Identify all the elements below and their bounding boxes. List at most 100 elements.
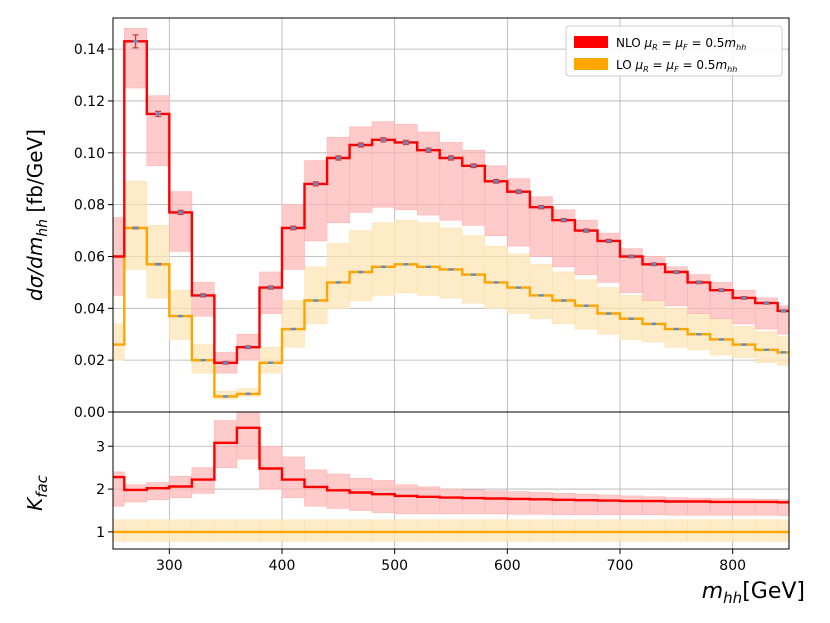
top-band-lo-12 — [371, 222, 395, 296]
top-band-lo-16 — [461, 235, 486, 304]
point-marker-nlo-25 — [673, 270, 679, 274]
top-band-nlo-14 — [416, 131, 441, 216]
bot-band-nlo-16 — [461, 489, 486, 515]
point-marker-lo-20 — [561, 299, 567, 302]
top-band-lo-7 — [259, 346, 283, 374]
top-band-lo-9 — [304, 266, 328, 325]
point-marker-nlo-19 — [538, 206, 544, 209]
legend-label-nlo: NLO μR = μF = 0.5mhh — [616, 36, 746, 52]
top-band-nlo-11 — [349, 126, 373, 213]
point-marker-lo-21 — [583, 304, 589, 307]
y-tick-label-2: 0.04 — [74, 301, 105, 317]
point-marker-nlo-22 — [606, 239, 612, 243]
top-y-label: dσ/dmhh [fb/GeV] — [23, 129, 51, 301]
bot-band-nlo-2 — [146, 482, 170, 501]
top-y-ticks: 0.00 0.02 0.04 0.06 0.08 0.10 0.12 0.14 — [74, 42, 113, 421]
top-band-lo-23 — [619, 295, 643, 340]
bot-band-lo-12 — [371, 519, 395, 542]
point-marker-lo-26 — [696, 333, 702, 336]
top-band-nlo-2 — [146, 95, 170, 167]
top-band-lo-0 — [112, 323, 125, 361]
point-marker-nlo-28 — [741, 296, 747, 300]
bot-band-nlo-8 — [281, 456, 305, 498]
bottom-x-ticks: 300 400 500 600 700 800 — [156, 549, 746, 574]
point-marker-lo-24 — [651, 322, 657, 326]
point-marker-nlo-17 — [493, 180, 499, 183]
y-tick-label-3: 0.06 — [74, 249, 105, 265]
x-tick-label-400: 400 — [269, 558, 296, 574]
top-band-nlo-18 — [507, 178, 531, 247]
point-marker-nlo-7 — [268, 286, 274, 289]
top-band-lo-15 — [439, 227, 463, 299]
point-marker-nlo-15 — [448, 156, 454, 160]
y-tick-label-7: 0.14 — [74, 42, 105, 58]
bot-band-lo-27 — [709, 519, 733, 542]
point-marker-lo-10 — [335, 281, 341, 284]
point-marker-nlo-9 — [313, 182, 319, 186]
bottom-panel: 1 2 3 300 400 500 600 700 800 Kfac mhh[GeV] — [23, 411, 805, 607]
bot-band-nlo-5 — [214, 420, 238, 468]
point-marker-nlo-11 — [358, 143, 364, 147]
bot-band-nlo-19 — [529, 492, 553, 515]
top-band-nlo-7 — [259, 271, 283, 314]
top-band-lo-17 — [484, 245, 508, 309]
point-marker-lo-7 — [268, 361, 274, 364]
bot-band-nlo-11 — [349, 478, 373, 511]
point-marker-nlo-8 — [290, 226, 296, 230]
top-band-lo-5 — [214, 390, 238, 400]
top-band-lo-6 — [236, 388, 260, 397]
bot-band-lo-1 — [123, 519, 148, 542]
point-marker-lo-1 — [133, 226, 139, 230]
bot-band-lo-22 — [597, 519, 621, 542]
point-marker-lo-15 — [448, 268, 454, 271]
top-band-lo-21 — [574, 279, 598, 330]
bot-band-lo-9 — [304, 519, 328, 542]
point-marker-lo-9 — [313, 299, 319, 302]
top-band-nlo-3 — [169, 191, 193, 252]
bot-band-nlo-15 — [439, 488, 463, 515]
top-band-nlo-21 — [574, 219, 598, 275]
bot-band-lo-28 — [732, 519, 756, 542]
bot-band-lo-3 — [169, 519, 193, 542]
legend: NLO μR = μF = 0.5mhh LO μR = μF = 0.5mhh — [565, 25, 783, 77]
point-marker-nlo-20 — [561, 218, 567, 222]
bot-band-lo-16 — [461, 519, 486, 542]
top-band-lo-1 — [123, 181, 148, 270]
point-marker-nlo-18 — [516, 190, 522, 193]
top-band-lo-22 — [597, 287, 621, 335]
bot-band-nlo-21 — [574, 493, 598, 516]
top-band-nlo-15 — [439, 142, 463, 221]
y-tick-label-2: 3 — [96, 439, 105, 455]
bot-band-lo-15 — [439, 519, 463, 542]
top-band-nlo-9 — [304, 160, 328, 242]
bottom-y-ticks: 1 2 3 — [96, 439, 113, 541]
x-tick-label-300: 300 — [156, 558, 183, 574]
bot-band-lo-7 — [259, 519, 283, 542]
bot-band-nlo-25 — [664, 497, 688, 516]
point-marker-nlo-10 — [335, 156, 341, 160]
bot-band-lo-19 — [529, 519, 553, 542]
point-marker-lo-8 — [290, 327, 296, 331]
bot-band-nlo-13 — [394, 484, 418, 515]
point-marker-nlo-14 — [425, 148, 431, 152]
top-band-lo-2 — [146, 225, 170, 299]
top-band-nlo-8 — [281, 204, 305, 270]
x-tick-label-700: 700 — [607, 558, 634, 574]
top-band-nlo-28 — [732, 289, 756, 325]
bot-band-lo-2 — [146, 519, 170, 542]
x-axis-label: mhh[GeV] — [702, 579, 805, 607]
top-bands — [112, 28, 790, 400]
top-band-nlo-27 — [709, 282, 733, 319]
point-marker-lo-14 — [425, 265, 431, 269]
bot-band-lo-29 — [754, 519, 779, 542]
top-band-lo-14 — [416, 222, 441, 296]
point-marker-lo-27 — [718, 338, 724, 341]
bot-band-nlo-17 — [484, 490, 508, 515]
top-band-lo-19 — [529, 263, 553, 319]
bottom-y-label: Kfac — [23, 474, 51, 511]
point-marker-lo-4 — [200, 358, 206, 362]
top-band-nlo-4 — [191, 282, 215, 317]
point-marker-lo-5 — [223, 395, 229, 398]
bot-band-nlo-14 — [416, 486, 441, 515]
point-marker-nlo-29 — [763, 301, 769, 305]
